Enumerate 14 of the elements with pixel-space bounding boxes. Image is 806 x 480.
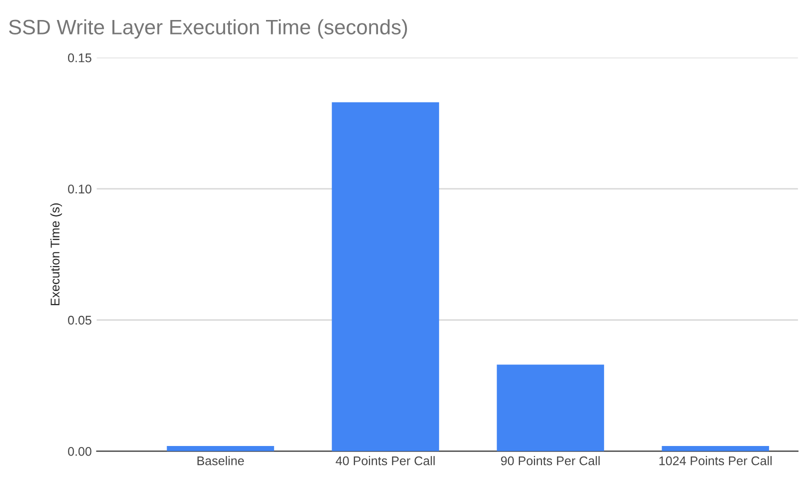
x-tick-label: 1024 Points Per Call bbox=[659, 456, 772, 466]
x-tick-label: 90 Points Per Call bbox=[501, 456, 600, 466]
y-axis-title: Execution Time (s) bbox=[50, 203, 62, 306]
chart-title: SSD Write Layer Execution Time (seconds) bbox=[9, 19, 408, 39]
y-tick-label: 0.15 bbox=[68, 53, 92, 62]
y-tick-label: 0.00 bbox=[68, 447, 92, 456]
x-tick-label: 40 Points Per Call bbox=[336, 456, 435, 466]
y-tick-label: 0.10 bbox=[68, 184, 92, 194]
bar bbox=[496, 364, 604, 452]
x-tick-label: Baseline bbox=[198, 456, 244, 466]
y-tick-label: 0.05 bbox=[68, 316, 92, 325]
bar bbox=[332, 102, 440, 452]
bar bbox=[166, 446, 274, 452]
bar bbox=[662, 446, 770, 452]
